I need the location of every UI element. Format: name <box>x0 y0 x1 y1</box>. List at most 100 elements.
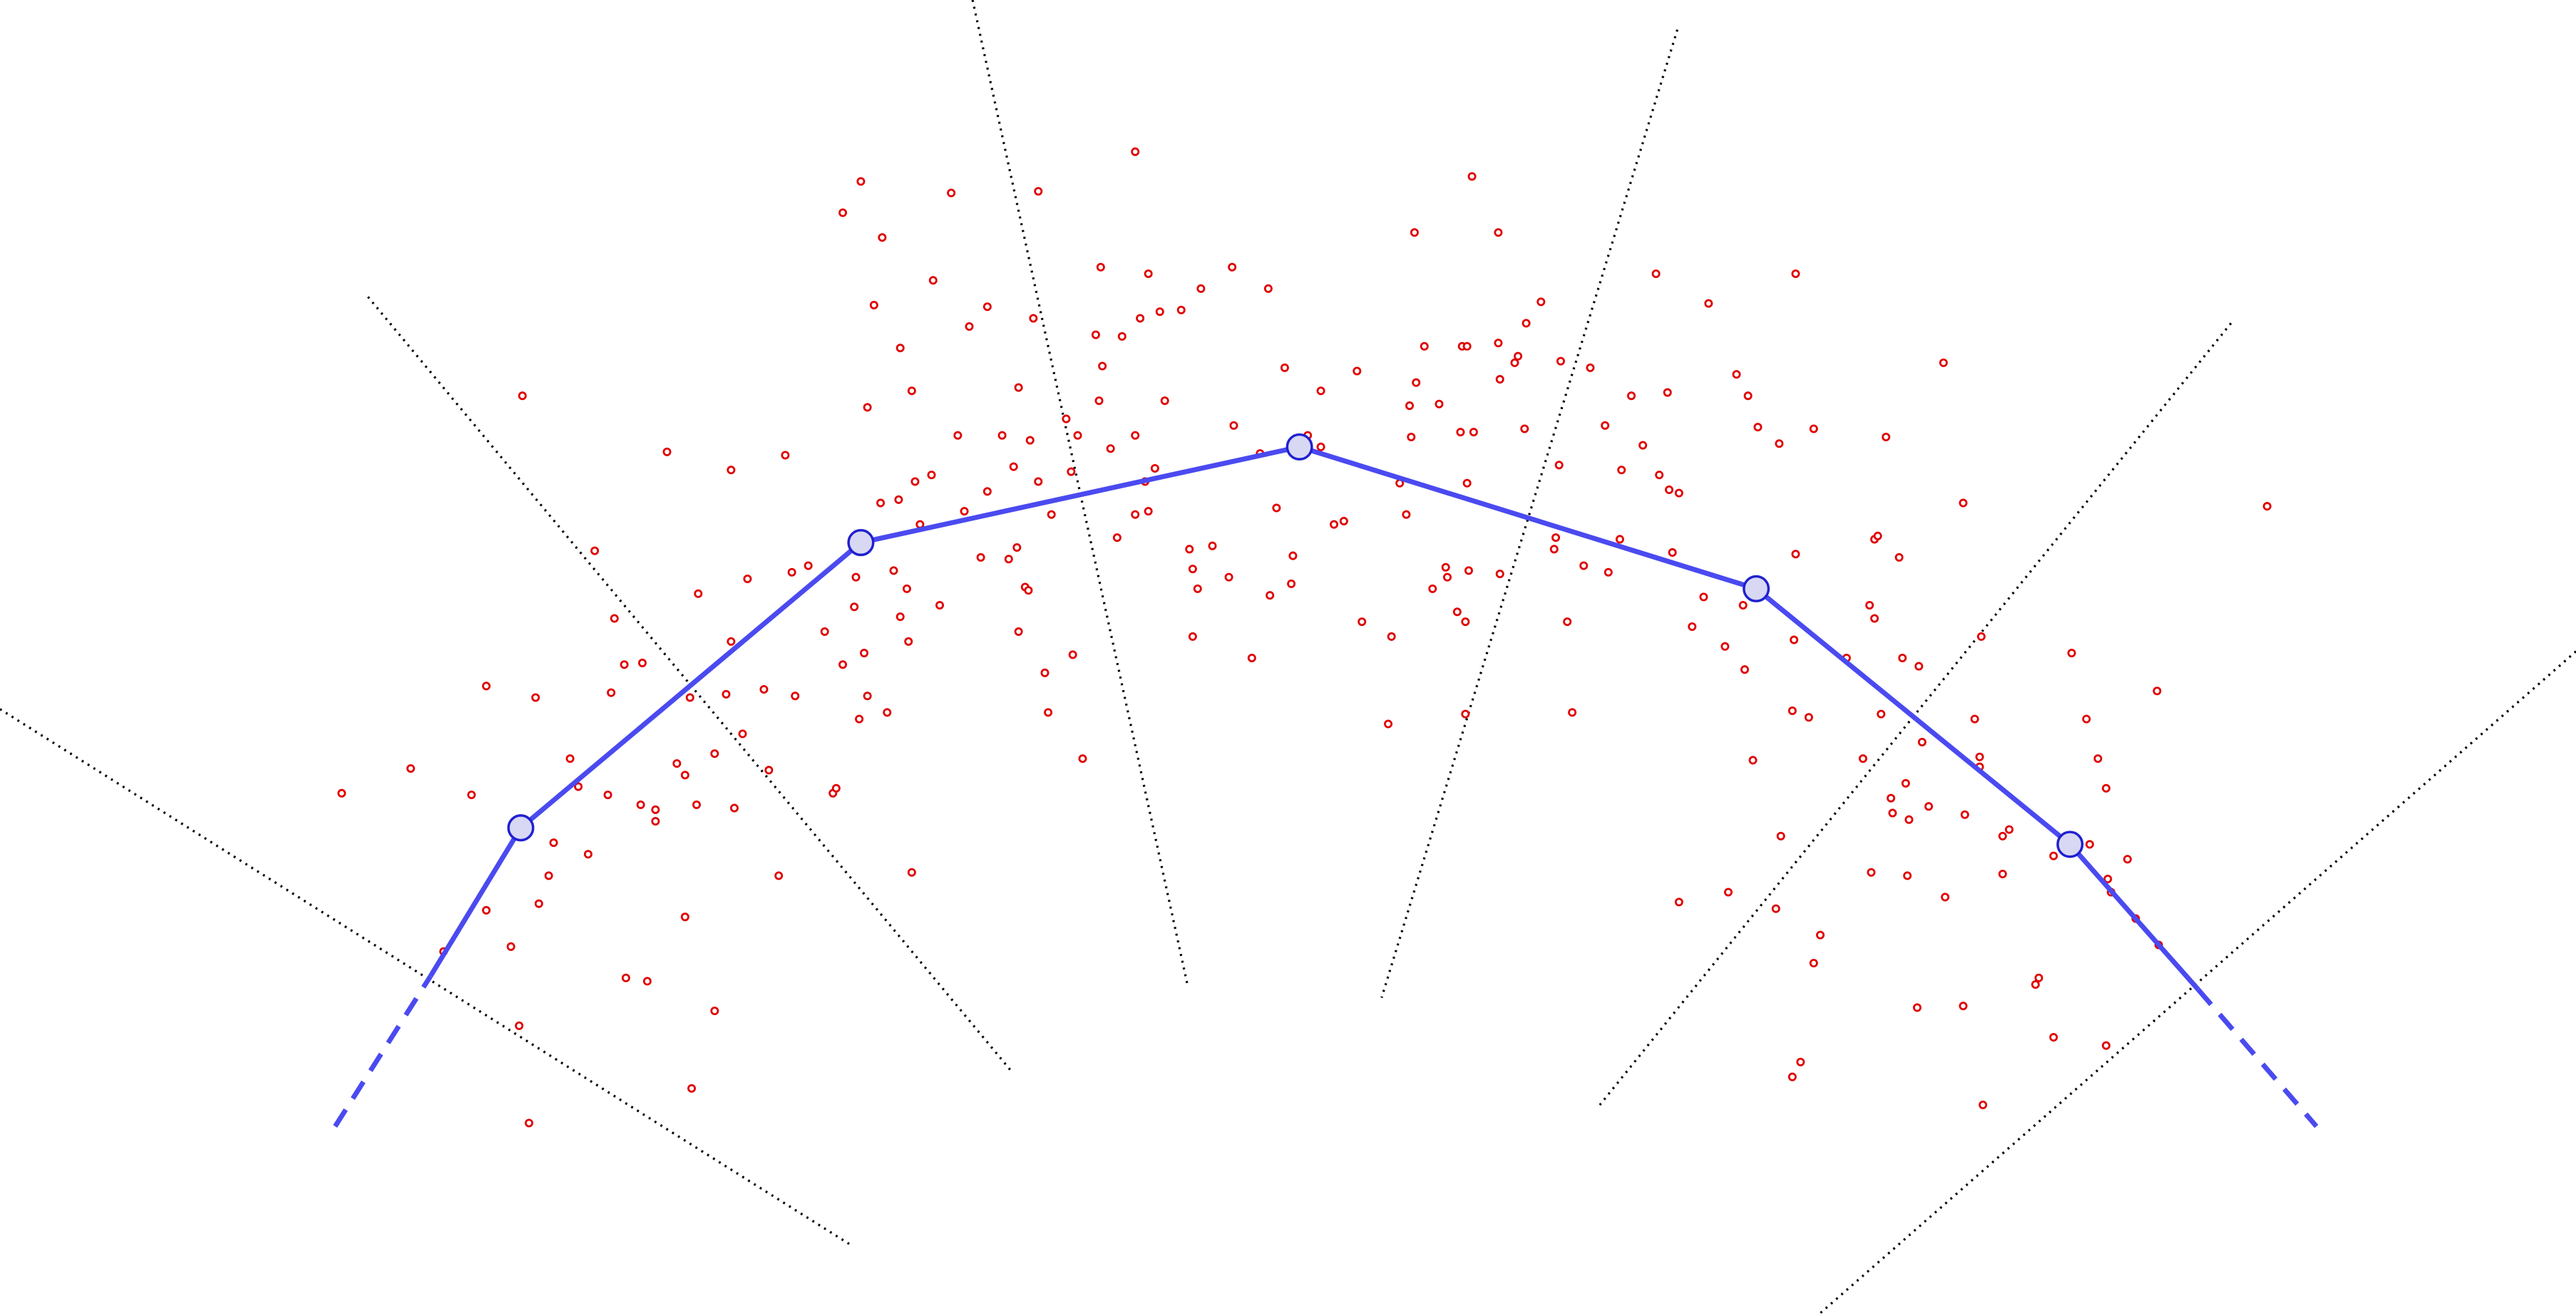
sample-point <box>1144 269 1153 279</box>
sample-point <box>1452 607 1462 617</box>
sample-point <box>685 693 694 702</box>
sample-point <box>1014 627 1023 637</box>
sample-point <box>727 637 736 646</box>
sample-point <box>787 567 796 577</box>
sample-point <box>1674 488 1683 498</box>
sample-point <box>1551 533 1561 543</box>
sample-point <box>1387 632 1396 641</box>
sample-point <box>1924 802 1934 811</box>
sample-point <box>680 913 689 922</box>
sample-point <box>1078 754 1087 764</box>
sample-point <box>662 447 672 456</box>
curve-extension <box>2196 987 2319 1129</box>
sample-point <box>1155 307 1164 317</box>
sample-point <box>1420 341 1429 351</box>
sample-point <box>1522 319 1531 328</box>
sample-point <box>2093 754 2103 764</box>
sample-point <box>337 788 347 798</box>
sample-point <box>1975 752 1984 761</box>
sample-point <box>1288 551 1298 560</box>
sample-point <box>1804 713 1813 722</box>
sample-point <box>1047 510 1056 519</box>
sample-point <box>1549 545 1559 554</box>
sample-point <box>1903 871 1912 880</box>
sample-point <box>960 507 969 516</box>
sample-point <box>1106 444 1115 453</box>
sample-point <box>1998 870 2007 879</box>
sample-point <box>910 477 920 486</box>
sample-point <box>607 688 616 697</box>
sample-point <box>2102 783 2110 793</box>
sample-point <box>1067 467 1076 476</box>
sample-point <box>831 783 841 793</box>
sample-point <box>1791 269 1800 279</box>
sample-point <box>2049 851 2058 860</box>
sample-point <box>1462 478 1472 488</box>
sample-point <box>642 977 652 986</box>
sample-point <box>1615 535 1624 544</box>
sample-point <box>1674 898 1683 907</box>
sample-point <box>759 684 769 694</box>
curve-node <box>2056 831 2084 858</box>
sample-point <box>1384 719 1393 729</box>
sample-point <box>1024 586 1033 595</box>
sample-point <box>1073 431 1082 440</box>
sample-point <box>2123 855 2132 864</box>
curve <box>428 444 2200 992</box>
sample-point <box>1914 662 1924 671</box>
sample-point <box>2103 874 2113 883</box>
sample-point <box>1568 708 1577 717</box>
sample-points <box>337 147 2272 1128</box>
sample-point <box>889 566 898 575</box>
sample-point <box>406 764 416 773</box>
sample-point <box>1287 579 1296 588</box>
sample-point <box>1247 653 1256 663</box>
sample-point <box>1160 396 1169 406</box>
sample-point <box>902 584 911 593</box>
sample-point <box>672 759 682 768</box>
sample-point <box>856 177 866 186</box>
sample-point <box>651 805 660 814</box>
sample-point <box>894 495 903 504</box>
sample-point <box>1724 888 1733 897</box>
curve-node <box>507 814 535 842</box>
sample-point <box>1402 510 1411 519</box>
sample-point <box>1208 541 1217 550</box>
sample-point <box>928 276 938 285</box>
sample-point <box>2031 980 2040 989</box>
sample-point <box>1865 600 1874 610</box>
sample-point <box>1970 714 1979 724</box>
sample-point <box>1012 543 1022 552</box>
sample-point <box>1775 439 1784 448</box>
sample-point <box>1034 187 1043 196</box>
sample-point <box>692 800 701 809</box>
sample-point <box>1877 709 1886 719</box>
sample-point <box>982 487 992 496</box>
sample-point <box>896 344 905 353</box>
sample-point <box>1495 375 1504 384</box>
sample-point <box>878 233 887 242</box>
divider-line <box>1816 650 2576 1316</box>
sample-point <box>1601 421 1610 430</box>
sample-point <box>1405 401 1415 411</box>
sample-point <box>680 771 689 780</box>
sample-point <box>1870 614 1879 623</box>
sample-point <box>1412 378 1421 387</box>
sample-point <box>1904 815 1914 824</box>
sample-point <box>1266 591 1275 600</box>
sample-point <box>1960 810 1969 819</box>
sample-point <box>1882 433 1891 442</box>
sample-point <box>1185 545 1194 554</box>
sample-point <box>1556 356 1565 366</box>
sample-point <box>2067 649 2076 658</box>
sample-point <box>774 871 784 880</box>
sample-point <box>1790 635 1799 644</box>
sample-point <box>851 572 861 582</box>
sample-point <box>1353 366 1362 376</box>
sample-point <box>1809 958 1818 967</box>
sample-point <box>1738 600 1748 610</box>
sample-point <box>1188 565 1197 574</box>
sample-point <box>1068 650 1077 659</box>
sample-point <box>1280 363 1289 372</box>
sample-point <box>1407 433 1416 442</box>
